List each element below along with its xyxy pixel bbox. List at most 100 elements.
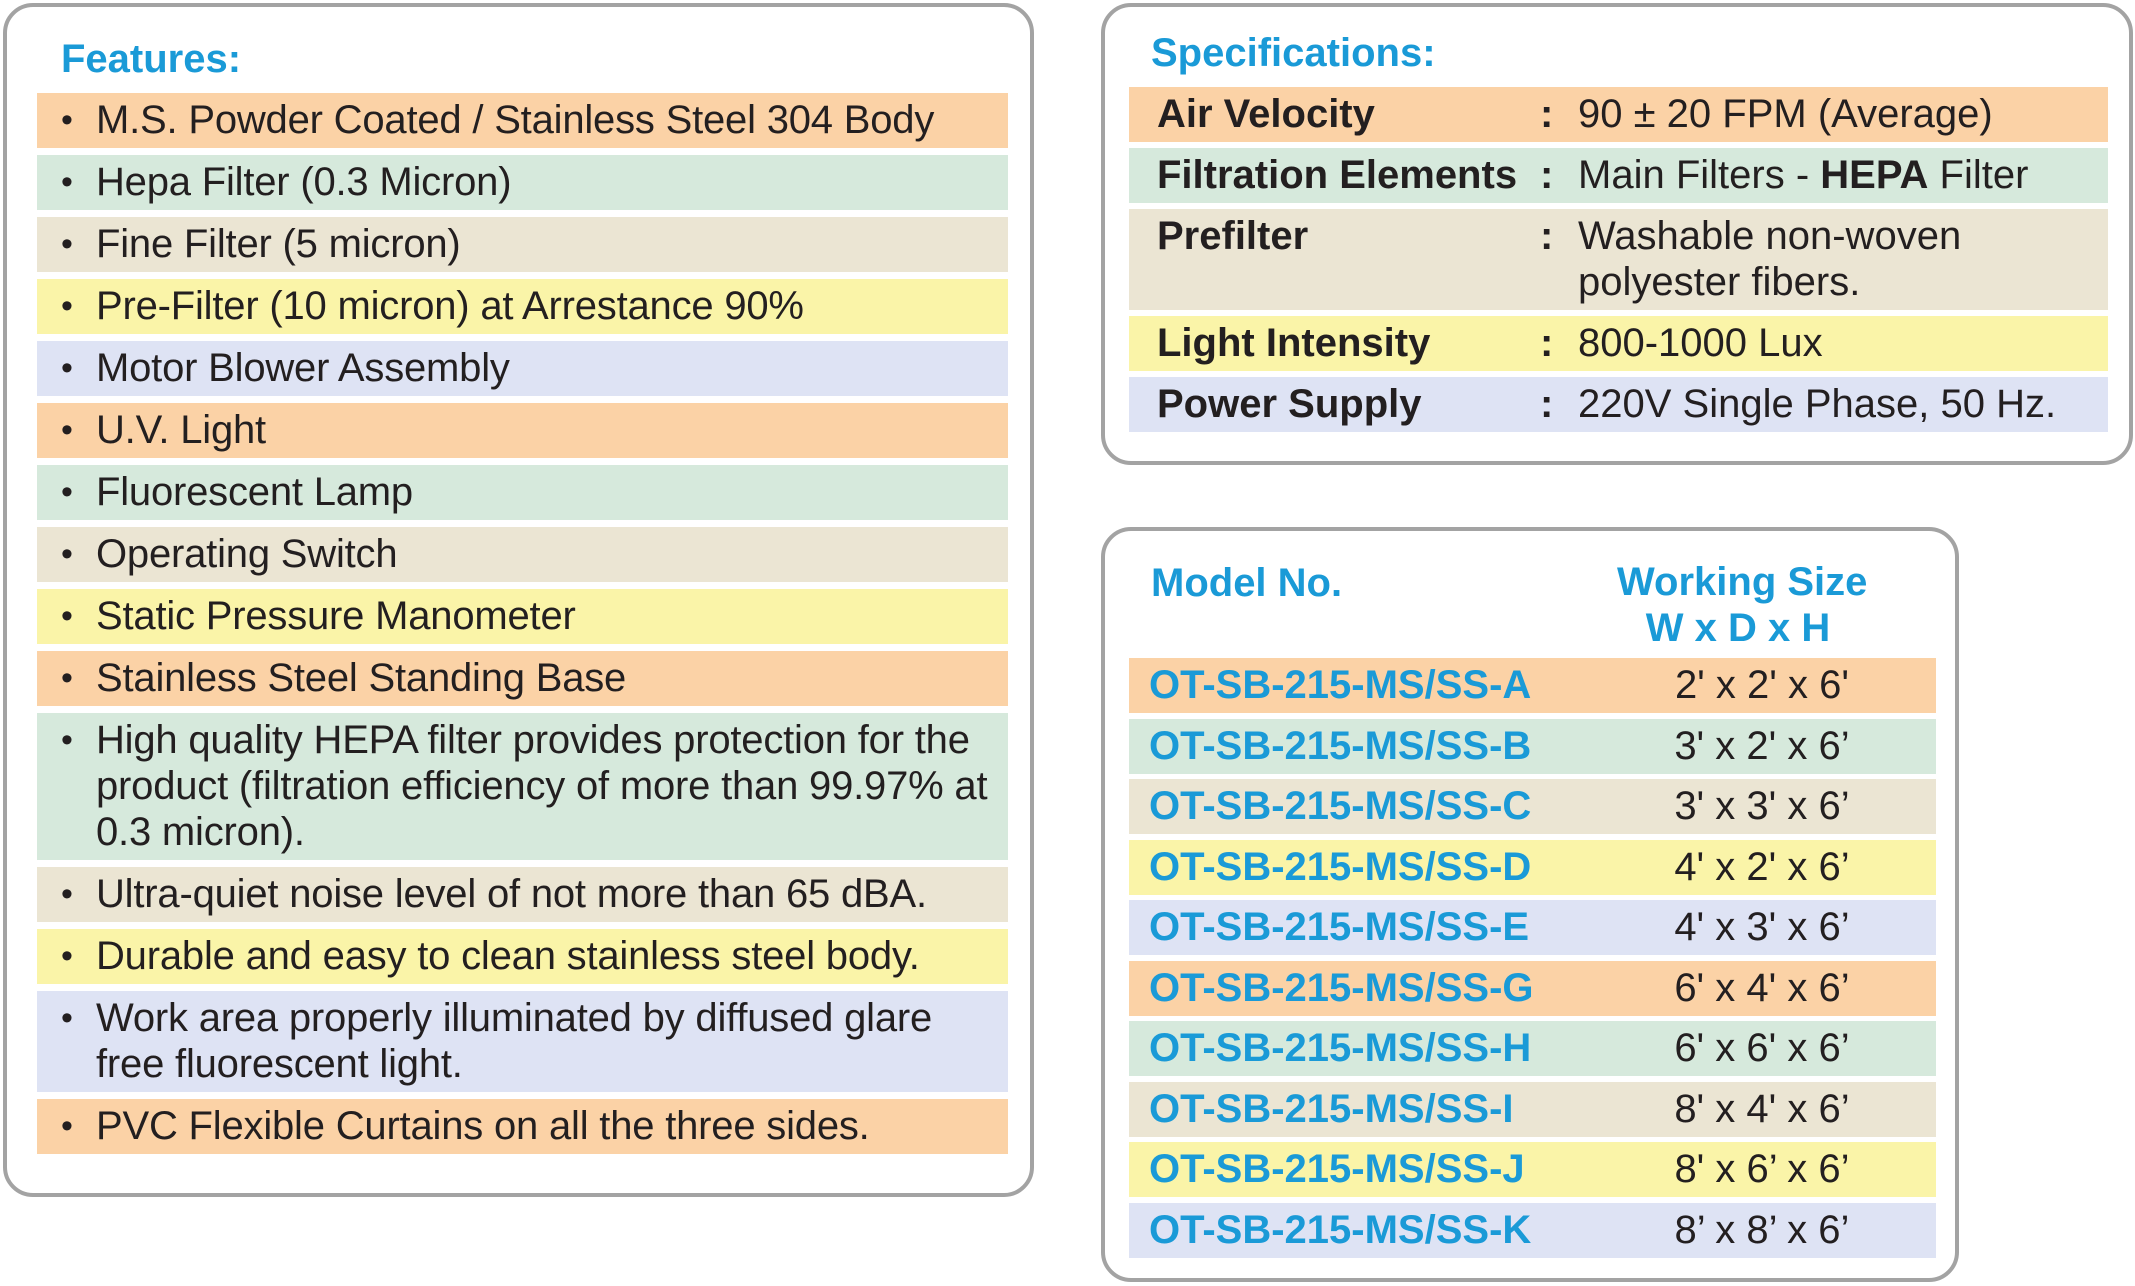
bullet-icon: • xyxy=(61,287,73,325)
bullet-icon: • xyxy=(61,659,73,697)
bullet-icon: • xyxy=(61,225,73,263)
model-number: OT-SB-215-MS/SS-K xyxy=(1149,1207,1532,1252)
model-number: OT-SB-215-MS/SS-C xyxy=(1149,784,1532,828)
bullet-icon: • xyxy=(61,937,73,975)
feature-item: • Hepa Filter (0.3 Micron) xyxy=(37,155,1008,210)
bullet-icon: • xyxy=(61,473,73,511)
model-row: OT-SB-215-MS/SS-C 3' x 3' x 6’ xyxy=(1129,779,1936,834)
spec-colon: : xyxy=(1540,382,1554,426)
bullet-icon: • xyxy=(61,999,73,1037)
working-size: 8' x 6’ x 6’ xyxy=(1674,1147,1850,1191)
spec-row: Power Supply:220V Single Phase, 50 Hz. xyxy=(1129,377,2108,432)
spec-label: Power Supply xyxy=(1157,382,1422,426)
spec-label: Light Intensity xyxy=(1157,321,1431,365)
feature-item: • High quality HEPA filter provides prote… xyxy=(37,713,1008,860)
working-size: 8' x 4' x 6’ xyxy=(1674,1086,1850,1131)
working-size-header-line1: Working Size xyxy=(1617,560,1868,604)
model-row: OT-SB-215-MS/SS-B 3' x 2' x 6’ xyxy=(1129,718,1936,774)
features-panel: Features: • M.S. Powder Coated / Stainles… xyxy=(3,3,1034,1197)
feature-text: M.S. Powder Coated / Stainless Steel 304… xyxy=(96,98,935,142)
feature-item: • U.V. Light xyxy=(37,403,1008,458)
feature-text: Fluorescent Lamp xyxy=(96,470,413,514)
model-row: OT-SB-215-MS/SS-K 8’ x 8’ x 6’ xyxy=(1129,1202,1936,1258)
spec-colon: : xyxy=(1540,214,1554,258)
specifications-panel: Specifications: Air Velocity:90 ± 20 FPM… xyxy=(1101,3,2133,465)
feature-item: • Durable and easy to clean stainless ste… xyxy=(37,929,1008,984)
spec-colon: : xyxy=(1540,321,1554,365)
bullet-icon: • xyxy=(61,411,73,449)
feature-text: U.V. Light xyxy=(96,408,266,452)
working-size: 8’ x 8’ x 6’ xyxy=(1674,1207,1850,1252)
feature-item: • Fine Filter (5 micron) xyxy=(37,217,1008,272)
working-size-header-line2: W x D x H xyxy=(1645,606,1831,650)
spec-value-prefix: Main Filters - xyxy=(1578,153,1821,197)
specifications-table: Air Velocity:90 ± 20 FPM (Average) Filtra… xyxy=(1129,87,2108,438)
model-number: OT-SB-215-MS/SS-J xyxy=(1149,1147,1525,1191)
feature-text: Durable and easy to clean stainless stee… xyxy=(96,934,920,978)
spec-value: 90 ± 20 FPM (Average) xyxy=(1578,92,1993,136)
features-title: Features: xyxy=(61,37,242,81)
spec-label: Filtration Elements xyxy=(1157,153,1518,197)
feature-list: • M.S. Powder Coated / Stainless Steel 30… xyxy=(37,93,1008,1161)
spec-row: Light Intensity:800-1000 Lux xyxy=(1129,316,2108,371)
working-size: 4' x 2' x 6’ xyxy=(1674,844,1850,889)
feature-item: • Motor Blower Assembly xyxy=(37,341,1008,396)
feature-item: • Pre-Filter (10 micron) at Arrestance 90… xyxy=(37,279,1008,334)
bullet-icon: • xyxy=(61,721,73,759)
spec-row: Air Velocity:90 ± 20 FPM (Average) xyxy=(1129,87,2108,142)
feature-text: Operating Switch xyxy=(96,532,398,576)
feature-text: High quality HEPA filter provides protec… xyxy=(96,718,988,854)
feature-text: PVC Flexible Curtains on all the three s… xyxy=(96,1104,870,1148)
model-number: OT-SB-215-MS/SS-B xyxy=(1149,723,1532,768)
working-size: 6' x 6' x 6’ xyxy=(1674,1026,1850,1070)
feature-item: • Operating Switch xyxy=(37,527,1008,582)
spec-value: 800-1000 Lux xyxy=(1578,321,1823,365)
bullet-icon: • xyxy=(61,875,73,913)
spec-value-bold: HEPA xyxy=(1820,153,1929,197)
feature-text: Pre-Filter (10 micron) at Arrestance 90% xyxy=(96,284,804,328)
feature-item: • Stainless Steel Standing Base xyxy=(37,651,1008,706)
working-size: 2' x 2' x 6' xyxy=(1674,663,1850,707)
spec-colon: : xyxy=(1540,153,1554,197)
model-number: OT-SB-215-MS/SS-A xyxy=(1149,663,1532,707)
model-row: OT-SB-215-MS/SS-D 4' x 2' x 6’ xyxy=(1129,839,1936,895)
feature-text: Static Pressure Manometer xyxy=(96,594,576,638)
working-size: 3' x 3' x 6’ xyxy=(1674,784,1850,828)
bullet-icon: • xyxy=(61,597,73,635)
working-size: 3' x 2' x 6’ xyxy=(1674,723,1850,768)
bullet-icon: • xyxy=(61,535,73,573)
models-panel: Model No. Working Size W x D x H OT-SB-2… xyxy=(1101,527,1959,1282)
model-number: OT-SB-215-MS/SS-E xyxy=(1149,905,1530,949)
spec-label: Prefilter xyxy=(1157,214,1309,258)
working-size: 4' x 3' x 6’ xyxy=(1674,905,1850,949)
feature-text: Hepa Filter (0.3 Micron) xyxy=(96,160,512,204)
model-row: OT-SB-215-MS/SS-J 8' x 6’ x 6’ xyxy=(1129,1142,1936,1197)
model-number: OT-SB-215-MS/SS-D xyxy=(1149,844,1532,889)
spec-value: Main Filters - HEPA Filter xyxy=(1570,152,2108,198)
feature-item: • Work area properly illuminated by diffu… xyxy=(37,991,1008,1092)
bullet-icon: • xyxy=(61,101,73,139)
spec-value-suffix: Filter xyxy=(1928,153,2029,197)
working-size: 6' x 4' x 6’ xyxy=(1674,965,1850,1010)
model-number-header: Model No. xyxy=(1151,561,1343,605)
feature-item: • Ultra-quiet noise level of not more tha… xyxy=(37,867,1008,922)
model-number: OT-SB-215-MS/SS-G xyxy=(1149,965,1534,1010)
feature-text: Motor Blower Assembly xyxy=(96,346,510,390)
model-row: OT-SB-215-MS/SS-H 6' x 6' x 6’ xyxy=(1129,1021,1936,1076)
spec-colon: : xyxy=(1540,92,1554,136)
model-row: OT-SB-215-MS/SS-E 4' x 3' x 6’ xyxy=(1129,900,1936,955)
spec-label: Air Velocity xyxy=(1157,92,1375,136)
specifications-title: Specifications: xyxy=(1151,31,1436,75)
model-row: OT-SB-215-MS/SS-I 8' x 4' x 6’ xyxy=(1129,1081,1936,1137)
feature-item: • M.S. Powder Coated / Stainless Steel 30… xyxy=(37,93,1008,148)
model-row: OT-SB-215-MS/SS-G 6' x 4' x 6’ xyxy=(1129,960,1936,1016)
model-number: OT-SB-215-MS/SS-H xyxy=(1149,1026,1532,1070)
bullet-icon: • xyxy=(61,1107,73,1145)
bullet-icon: • xyxy=(61,349,73,387)
feature-text: Ultra-quiet noise level of not more than… xyxy=(96,872,927,916)
model-row: OT-SB-215-MS/SS-A 2' x 2' x 6' xyxy=(1129,658,1936,713)
spec-row: Prefilter: Washable non-woven polyester f… xyxy=(1129,209,2108,310)
model-number: OT-SB-215-MS/SS-I xyxy=(1149,1086,1514,1131)
working-size-header: Working Size W x D x H xyxy=(1617,559,1868,651)
feature-item: • Static Pressure Manometer xyxy=(37,589,1008,644)
